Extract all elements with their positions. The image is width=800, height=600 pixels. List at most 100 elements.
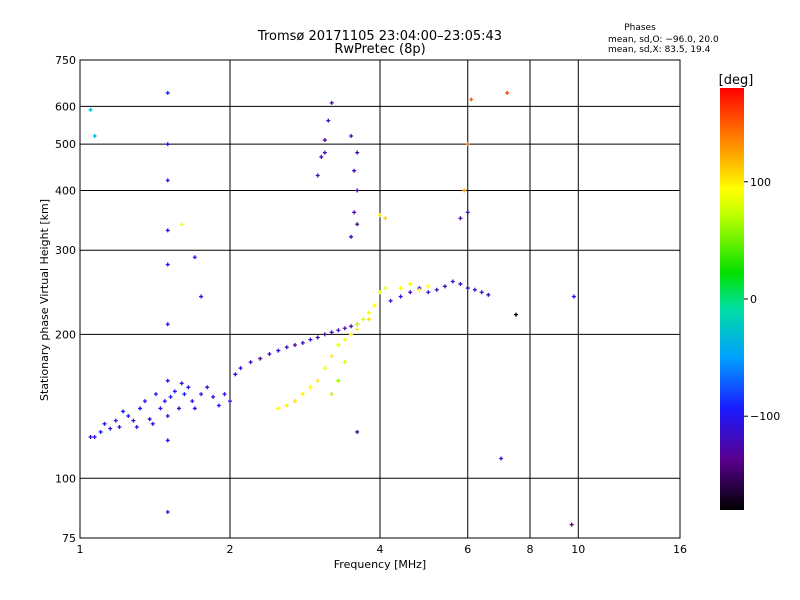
data-point: [121, 409, 126, 414]
data-point: [336, 378, 341, 383]
x-tick-label: 16: [673, 543, 687, 556]
y-tick-label: 750: [55, 54, 76, 67]
gridlines: [80, 60, 680, 538]
colorbar-tick-label: −100: [750, 410, 780, 423]
data-point: [355, 327, 360, 332]
data-point: [349, 234, 354, 239]
data-point: [472, 287, 477, 292]
data-point: [267, 351, 272, 356]
data-point: [342, 337, 347, 342]
data-point: [186, 385, 191, 390]
data-point: [398, 294, 403, 299]
data-point: [383, 286, 388, 291]
colorbar-tick-label: 100: [750, 176, 771, 189]
y-tick-label: 75: [62, 532, 76, 545]
data-point: [349, 324, 354, 329]
data-point: [355, 222, 360, 227]
data-point: [329, 100, 334, 105]
data-point: [355, 188, 360, 193]
x-tick-label: 2: [227, 543, 234, 556]
data-point: [322, 138, 327, 143]
data-point: [276, 406, 281, 411]
data-point: [88, 434, 93, 439]
data-point: [315, 335, 320, 340]
data-point: [126, 413, 131, 418]
data-point: [388, 298, 393, 303]
data-point: [150, 421, 155, 426]
data-point: [165, 438, 170, 443]
data-point: [378, 290, 382, 295]
data-point: [342, 326, 347, 331]
y-tick-label: 600: [55, 100, 76, 113]
y-axis-label: Stationary phase Virtual Height [km]: [38, 199, 51, 401]
chart-subtitle: RwPretec (8p): [334, 42, 425, 57]
x-axis-ticks: 1 2 4 6 8 10 16: [77, 543, 688, 556]
data-point: [329, 330, 334, 335]
data-point: [355, 322, 360, 327]
data-point: [366, 317, 371, 322]
data-point: [469, 97, 474, 102]
data-point: [326, 118, 331, 123]
data-point: [372, 303, 377, 308]
x-tick-label: 8: [527, 543, 534, 556]
data-point: [378, 213, 382, 218]
data-point: [349, 134, 354, 139]
data-point: [228, 399, 232, 404]
data-point: [352, 168, 357, 173]
data-point: [308, 337, 313, 342]
data-point: [165, 378, 170, 383]
data-point: [408, 281, 413, 286]
data-point: [383, 216, 388, 221]
data-point: [315, 173, 320, 178]
y-tick-label: 400: [55, 184, 76, 197]
data-point: [176, 406, 181, 411]
data-point: [458, 216, 463, 221]
data-point: [571, 294, 576, 299]
phase-box-line2: mean, sd,X: 83.5, 19.4: [608, 45, 711, 55]
data-point: [182, 392, 187, 397]
colorbar-tick-label: 0: [750, 293, 757, 306]
data-point: [308, 385, 313, 390]
data-point: [349, 332, 354, 337]
data-point: [361, 317, 366, 322]
data-point: [211, 394, 216, 399]
data-point: [172, 389, 177, 394]
data-point: [450, 279, 455, 284]
y-tick-label: 200: [55, 328, 76, 341]
x-tick-label: 4: [377, 543, 384, 556]
data-point: [514, 312, 519, 317]
data-point: [190, 399, 195, 404]
data-point: [458, 281, 463, 286]
data-point: [417, 287, 422, 292]
data-point: [113, 418, 118, 423]
data-point: [300, 340, 305, 345]
data-point: [276, 348, 281, 353]
data-point: [102, 421, 107, 426]
data-point: [179, 222, 184, 227]
y-tick-label: 500: [55, 138, 76, 151]
y-tick-label: 300: [55, 244, 76, 257]
data-point: [153, 392, 158, 397]
data-point: [147, 417, 152, 422]
data-point: [142, 399, 147, 404]
data-point: [222, 392, 227, 397]
x-tick-label: 1: [77, 543, 84, 556]
data-point: [319, 155, 324, 160]
phase-box-title: Phases: [624, 23, 656, 33]
x-axis-label: Frequency [MHz]: [334, 558, 426, 571]
data-point: [329, 354, 334, 359]
data-point: [284, 403, 289, 408]
data-point: [342, 360, 347, 365]
data-point: [505, 90, 510, 95]
data-point: [465, 210, 470, 215]
phase-box-line1: mean, sd,O: −96.0, 20.0: [608, 35, 719, 45]
data-point: [92, 434, 97, 439]
data-point: [199, 294, 204, 299]
scatter-points: [88, 90, 576, 527]
data-point: [92, 134, 97, 139]
data-point: [165, 142, 170, 147]
data-point: [442, 284, 447, 289]
data-point: [216, 403, 221, 408]
data-point: [192, 406, 197, 411]
y-tick-label: 100: [55, 472, 76, 485]
